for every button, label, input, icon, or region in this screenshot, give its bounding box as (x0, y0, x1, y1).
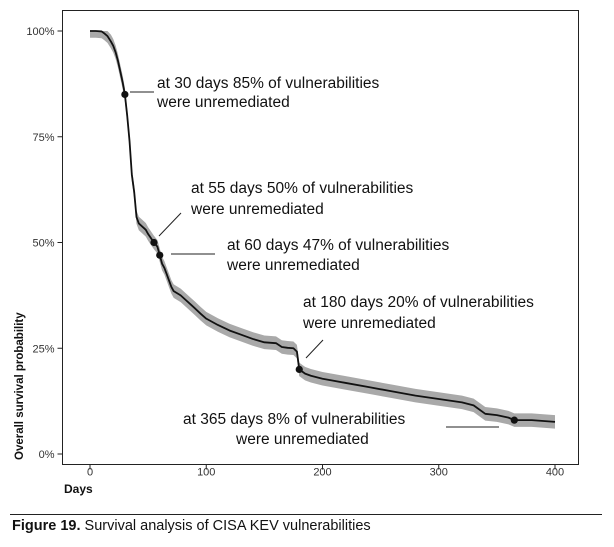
figure-caption-label: Figure 19. (12, 518, 81, 534)
highlight-point (156, 251, 164, 259)
annotation-180-line1: at 180 days 20% of vulnerabilities (303, 294, 534, 311)
x-axis-title: Days (64, 482, 93, 496)
annotation-30-line2: were unremediated (156, 94, 290, 111)
highlight-point (510, 416, 518, 424)
x-tick-label: 400 (546, 467, 564, 479)
y-tick-label: 25% (32, 343, 54, 355)
x-tick-label: 200 (313, 467, 331, 479)
y-tick-label: 50% (32, 238, 54, 250)
annotation-180-line2: were unremediated (302, 315, 436, 332)
y-tick-label: 100% (26, 26, 54, 38)
highlight-point (121, 90, 129, 99)
annotation-55-line1: at 55 days 50% of vulnerabilities (191, 180, 414, 197)
annotation-60-line1: at 60 days 47% of vulnerabilities (227, 237, 450, 254)
leader-lines (130, 91, 499, 428)
y-tick-label: 0% (39, 449, 55, 461)
figure-caption-text: Survival analysis of CISA KEV vulnerabil… (80, 518, 371, 534)
x-tick-label: 0 (87, 467, 93, 479)
caption-rule (10, 514, 602, 515)
annotation-365-line2: were unremediated (235, 431, 369, 448)
annotation-60-line2: were unremediated (226, 257, 360, 274)
leader-line-55 (158, 212, 182, 237)
annotation-55-line2: were unremediated (190, 201, 324, 218)
y-tick-label: 75% (32, 132, 54, 144)
y-axis-title: Overall survival probability (14, 312, 26, 460)
leader-line-180 (305, 339, 324, 359)
x-tick-label: 100 (197, 467, 215, 479)
x-tick-label: 300 (430, 467, 448, 479)
tick-layer: 0% 25% 50% 75% 100% 0 100 200 300 400 (26, 26, 564, 479)
figure-caption: Figure 19. Survival analysis of CISA KEV… (12, 518, 371, 534)
point-layer (121, 90, 518, 424)
plot-frame (62, 10, 579, 465)
highlight-point (295, 365, 303, 373)
annotation-365-line1: at 365 days 8% of vulnerabilities (183, 411, 406, 428)
survival-chart: 0% 25% 50% 75% 100% 0 100 200 300 400 at 30 days … (14, 10, 579, 496)
annotation-30-line1: at 30 days 85% of vulnerabilities (157, 75, 380, 92)
highlight-point (150, 238, 158, 247)
